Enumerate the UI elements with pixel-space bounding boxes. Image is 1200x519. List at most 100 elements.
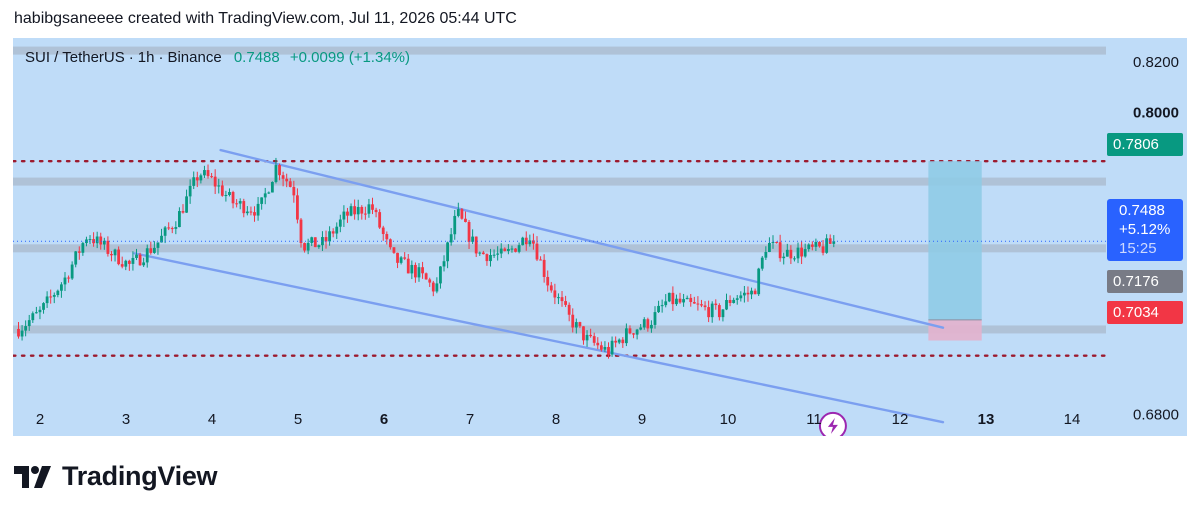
candle-body (288, 181, 292, 187)
candle-body (67, 277, 70, 279)
candle (328, 226, 331, 246)
candle-body (782, 256, 786, 259)
candle (753, 288, 757, 295)
candle (435, 277, 439, 294)
candle-body (238, 201, 242, 204)
candle-body (102, 240, 106, 245)
candle-body (70, 264, 74, 279)
candle-body (760, 257, 764, 269)
candle-body (635, 329, 639, 335)
bar-countdown: 15:25 (1119, 240, 1157, 257)
candle (224, 190, 228, 202)
candle-body (245, 211, 249, 214)
candle-body (210, 176, 213, 178)
candle (42, 302, 45, 314)
candle-body (592, 336, 596, 343)
candle-body (142, 262, 146, 266)
candle (642, 317, 646, 330)
candle-body (453, 215, 457, 235)
x-tick-label: 10 (720, 411, 737, 428)
candle (650, 320, 653, 333)
candle-body (181, 211, 185, 213)
candle-body (392, 247, 396, 253)
candle (564, 295, 567, 308)
gray-band-2 (13, 244, 1106, 253)
candle (689, 293, 693, 307)
candle-body (653, 312, 657, 325)
candle-body (296, 195, 299, 220)
candle (260, 197, 264, 210)
candle-body (88, 239, 92, 241)
trade-zone (928, 161, 982, 341)
candle-body (682, 299, 685, 303)
candle-body (557, 297, 560, 299)
candle (34, 306, 38, 314)
candle-body (220, 185, 224, 196)
channel-lines (133, 148, 945, 424)
candle-body (31, 313, 35, 321)
candle-body (710, 303, 714, 318)
candle-body (421, 267, 424, 274)
x-tick-label: 8 (552, 411, 560, 428)
candle (717, 303, 721, 321)
candle (163, 226, 167, 244)
candle-body (821, 246, 825, 253)
candle-body (77, 251, 81, 253)
candle-body (560, 297, 564, 302)
candle (178, 207, 181, 228)
candle-body (313, 237, 317, 248)
candle-body (163, 227, 167, 236)
gray-band-0 (13, 46, 1106, 55)
candle (102, 237, 106, 250)
candle-body (832, 241, 836, 244)
x-tick-label: 6 (380, 411, 388, 428)
candle-body (703, 305, 707, 308)
candle-body (617, 339, 621, 343)
candle-body (528, 240, 532, 245)
candle (156, 242, 160, 255)
candle-body (446, 242, 449, 262)
candle-body (785, 249, 789, 257)
candle (567, 302, 571, 322)
candle-body (506, 248, 510, 251)
candle (403, 252, 407, 261)
candle (199, 173, 203, 184)
candle-body (20, 330, 24, 337)
candle-body (306, 242, 310, 251)
candle (785, 243, 789, 257)
candle (131, 251, 135, 271)
candle-body (27, 320, 31, 327)
candle (217, 178, 221, 194)
current-price-change: +5.12% (1119, 221, 1171, 238)
candle-body (60, 284, 63, 291)
tradingview-logo[interactable]: TradingView (14, 461, 218, 492)
candle (346, 207, 349, 223)
candle-body (256, 203, 260, 216)
candle (517, 242, 521, 254)
candle-body (331, 231, 335, 234)
candle (110, 250, 113, 262)
candle-body (335, 226, 339, 234)
candle-body (467, 221, 471, 242)
candle (764, 246, 768, 260)
candle (52, 292, 56, 304)
candle-body (353, 206, 357, 215)
candle (88, 235, 92, 245)
stop-price-label: 0.7176 (1107, 270, 1183, 293)
candle-body (170, 228, 174, 230)
candle-body (403, 257, 407, 259)
candle-body (810, 244, 814, 247)
candle (417, 263, 421, 282)
candle (582, 326, 585, 345)
candle-body (363, 213, 367, 215)
candle-body (610, 340, 614, 355)
candle-body (378, 212, 382, 228)
candle-body (549, 285, 553, 291)
candle-body (499, 248, 503, 254)
candle-body (614, 340, 618, 343)
candle-body (664, 301, 668, 306)
candle (667, 292, 671, 303)
candle (238, 198, 242, 210)
